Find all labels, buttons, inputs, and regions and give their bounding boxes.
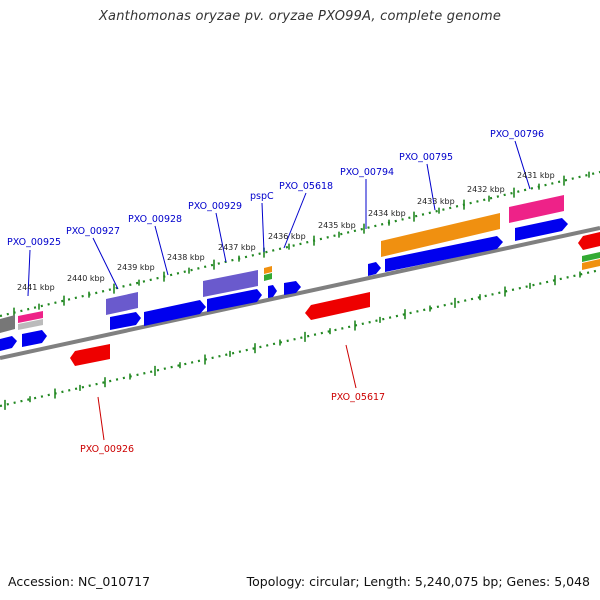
feature-orange-small[interactable] [264,266,272,274]
gene-arrow-forward[interactable] [207,289,262,312]
reverse-scale-line [0,268,600,408]
kbp-label: 2438 kbp [167,253,205,262]
label-leader-line [27,249,31,297]
gene-arrow-forward[interactable] [22,330,47,347]
gene-arrow-forward[interactable] [385,236,503,272]
feature-purple[interactable] [203,270,258,297]
feature-gray[interactable] [0,315,15,333]
kbp-label: 2431 kbp [517,171,555,180]
label-leader-line [283,192,307,249]
gene-label-reverse[interactable]: PXO_00926 [80,444,134,455]
feature-silver [18,319,43,330]
gene-label-forward[interactable]: PXO_00795 [399,152,453,163]
label-leaders [27,140,531,441]
kbp-label: 2440 kbp [67,274,105,283]
gene-arrow-forward[interactable] [284,281,301,295]
feature-green-small[interactable] [264,273,272,281]
gene-arrow-forward[interactable] [368,262,381,276]
gene-label-forward[interactable]: PXO_00794 [340,167,394,178]
feature-orange[interactable] [381,213,500,257]
kbp-label: 2434 kbp [368,209,406,218]
genome-title: Xanthomonas oryzae pv. oryzae PXO99A, co… [98,9,502,24]
label-leader-line [514,140,531,190]
kbp-label: 2441 kbp [17,283,55,292]
feature-pink[interactable] [509,195,564,223]
gene-label-forward[interactable]: pspC [250,191,274,202]
gene-arrow-forward[interactable] [144,300,206,326]
gene-label-forward[interactable]: PXO_00925 [7,237,61,248]
label-leader-line [97,396,105,441]
feature-green[interactable] [582,252,600,262]
gene-label-forward[interactable]: PXO_05618 [279,181,333,192]
label-leader-line [345,344,357,389]
genome-backbone [0,226,600,360]
gene-label-forward[interactable]: PXO_00796 [490,129,544,140]
kbp-label: 2437 kbp [218,243,256,252]
label-leader-line [215,212,227,263]
gene-label-forward[interactable]: PXO_00927 [66,226,120,237]
kbp-label: 2436 kbp [268,232,306,241]
accession-label: Accession: NC_010717 [8,574,151,589]
gene-arrow-forward[interactable] [515,218,568,241]
gene-label-reverse[interactable]: PXO_05617 [331,392,385,403]
kbp-label: 2439 kbp [117,263,155,272]
gene-arrow-reverse[interactable] [578,232,600,250]
forward-scale-line [0,170,600,318]
genome-summary: Topology: circular; Length: 5,240,075 bp… [246,574,590,589]
gene-label-forward[interactable]: PXO_00928 [128,214,182,225]
gene-arrow-reverse[interactable] [305,292,370,320]
kbp-label: 2433 kbp [417,197,455,206]
kbp-label: 2435 kbp [318,221,356,230]
kbp-label: 2432 kbp [467,185,505,194]
feature-pink[interactable] [18,311,43,323]
label-leader-line [92,237,119,290]
gene-arrow-reverse[interactable] [70,344,110,366]
gene-arrow-forward[interactable] [110,312,141,330]
gene-label-forward[interactable]: PXO_00929 [188,201,242,212]
label-leader-line [426,163,436,211]
label-leader-line [154,225,169,276]
gene-arrow-forward[interactable] [268,285,277,298]
feature-purple[interactable] [106,292,138,315]
label-leader-line [261,202,265,253]
gene-arrow-forward[interactable] [0,336,17,351]
feature-orange[interactable] [582,259,600,270]
